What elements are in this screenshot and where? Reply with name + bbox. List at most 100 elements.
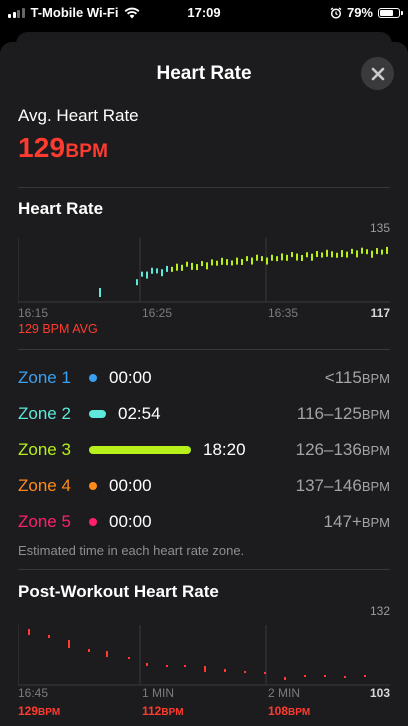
hr-mark [381,249,383,255]
post-y-min-label: 103 [369,686,390,700]
divider [18,187,390,188]
hr-mark [266,257,268,265]
hr-mark [336,252,338,258]
heart-rate-section-title: Heart Rate [18,199,104,218]
hr-mark [196,264,198,271]
hr-mark [341,250,343,258]
hr-mark [191,262,193,270]
hr-mark [136,279,138,286]
alarm-icon [330,6,342,19]
zone-name: Zone 3 [18,440,71,459]
post-mark [146,663,148,666]
zone-time: 00:00 [109,368,152,387]
hr-mark [296,253,298,261]
post-workout-chart: 132 16:45 1 MIN 2 MIN 103 129BPM 112BPM … [18,602,390,726]
post-y-max-label: 132 [369,604,390,618]
divider [18,569,390,570]
hr-mark [226,259,228,266]
zone-bar [89,410,106,418]
hr-mark [231,260,233,266]
hr-mark [376,248,378,255]
battery-icon [378,7,403,18]
hr-mark [356,250,358,258]
zone-time: 02:54 [118,404,161,423]
cellular-signal-icon [8,7,25,18]
zone-range: 126–136BPM [295,440,390,459]
hr-mark [186,261,188,267]
zone-range: 116–125BPM [296,404,390,423]
zone-range: 147+BPM [323,512,390,531]
hr-mark [321,252,323,258]
post-mark [224,669,226,672]
hr-mark [386,246,388,254]
post-mark [166,665,168,667]
post-mark [284,677,286,680]
zone-row-3: Zone 3 18:20 126–136BPM [18,438,390,462]
hr-mark [361,247,363,254]
post-mark [48,635,50,638]
heart-rate-chart: 135 16:15 16:25 16:35 117 129 BPM AVG [18,218,390,336]
post-x-label-2: 1 MIN [142,686,175,700]
hr-mark [211,259,213,266]
hr-mark [261,256,263,262]
hr-mark [286,254,288,261]
hr-mark [351,248,353,254]
zones-note: Estimated time in each heart rate zone. [18,543,245,558]
battery-percent: 79% [346,5,373,20]
hr-mark [346,251,348,258]
hr-mark [171,266,173,272]
post-workout-marks [28,629,366,680]
hr-mark [241,258,243,265]
post-mark [128,657,130,659]
zone-name: Zone 5 [18,512,71,531]
post-mark [304,675,306,677]
post-value-2: 112BPM [142,704,184,718]
zone-bar [89,374,97,382]
post-mark [324,675,326,677]
hr-x-label-1: 16:15 [18,306,49,320]
hr-mark [366,249,368,255]
status-bar: T-Mobile Wi-Fi 17:09 79% [0,0,408,26]
zone-row-1: Zone 1 00:00 <115BPM [18,366,390,390]
zone-name: Zone 1 [18,368,71,387]
hr-mark [221,257,223,265]
post-x-label-3: 2 MIN [268,686,301,700]
hr-mark [236,257,238,265]
modal-sheet [0,42,408,726]
close-icon [371,67,384,80]
modal-title: Heart Rate [156,63,252,84]
hr-mark [256,254,258,261]
hr-mark [306,252,308,258]
zone-bar [89,518,97,526]
post-mark [204,666,206,672]
hr-mark [331,251,333,258]
hr-y-max-label: 135 [369,221,390,235]
hr-mark [301,255,303,262]
zone-bar [89,482,97,490]
hr-mark [146,271,148,279]
post-mark [88,649,90,652]
hr-mark [206,262,208,270]
zone-bar [89,446,191,454]
hr-mark [311,253,313,261]
heart-rate-plot [18,238,390,303]
avg-heart-rate-value: 129BPM [18,132,109,163]
divider [18,349,390,350]
post-value-3: 108BPM [268,704,311,718]
hr-mark [216,260,218,266]
post-mark [184,665,186,667]
hr-y-min-label: 117 [370,306,390,320]
hr-mark [271,254,273,261]
hr-mark [181,264,183,271]
hr-mark [326,249,328,257]
hr-mark [156,268,158,274]
post-mark [244,671,246,673]
zone-time: 00:00 [109,512,152,531]
hr-mark [99,288,101,297]
hr-avg-label: 129 BPM AVG [18,322,98,336]
post-mark [28,629,30,635]
close-button[interactable] [361,57,394,90]
wifi-icon [125,7,140,18]
zone-row-4: Zone 4 00:00 137–146BPM [18,474,390,498]
hr-mark [276,256,278,262]
